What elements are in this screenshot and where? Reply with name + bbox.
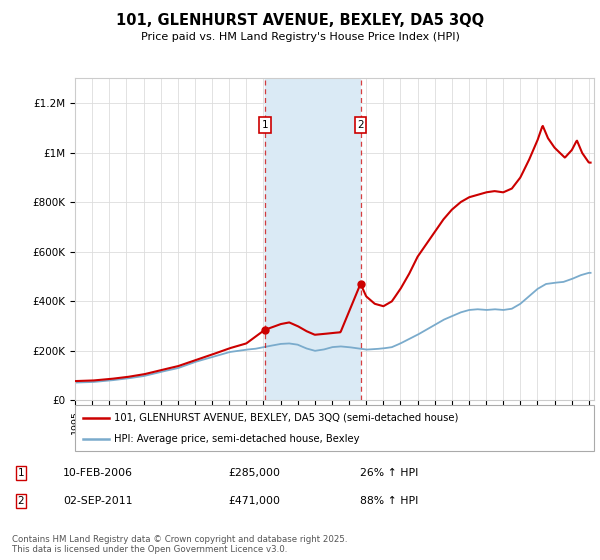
Text: 02-SEP-2011: 02-SEP-2011 bbox=[63, 496, 133, 506]
Text: 26% ↑ HPI: 26% ↑ HPI bbox=[360, 468, 418, 478]
Text: 2: 2 bbox=[357, 120, 364, 130]
Text: 1: 1 bbox=[17, 468, 25, 478]
Text: 88% ↑ HPI: 88% ↑ HPI bbox=[360, 496, 418, 506]
FancyBboxPatch shape bbox=[75, 405, 594, 451]
Text: Contains HM Land Registry data © Crown copyright and database right 2025.
This d: Contains HM Land Registry data © Crown c… bbox=[12, 535, 347, 554]
Text: 2: 2 bbox=[17, 496, 25, 506]
Text: £285,000: £285,000 bbox=[228, 468, 280, 478]
Text: 1: 1 bbox=[262, 120, 269, 130]
Text: HPI: Average price, semi-detached house, Bexley: HPI: Average price, semi-detached house,… bbox=[114, 435, 359, 444]
Text: £471,000: £471,000 bbox=[228, 496, 280, 506]
Text: 101, GLENHURST AVENUE, BEXLEY, DA5 3QQ: 101, GLENHURST AVENUE, BEXLEY, DA5 3QQ bbox=[116, 13, 484, 29]
Text: Price paid vs. HM Land Registry's House Price Index (HPI): Price paid vs. HM Land Registry's House … bbox=[140, 32, 460, 43]
Text: 10-FEB-2006: 10-FEB-2006 bbox=[63, 468, 133, 478]
Text: 101, GLENHURST AVENUE, BEXLEY, DA5 3QQ (semi-detached house): 101, GLENHURST AVENUE, BEXLEY, DA5 3QQ (… bbox=[114, 413, 458, 423]
